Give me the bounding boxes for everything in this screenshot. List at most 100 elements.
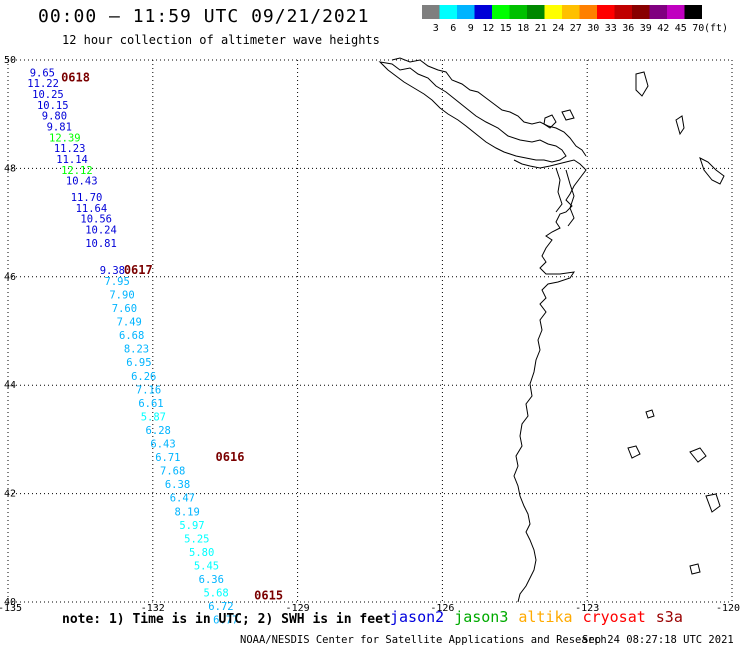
wave-height-value: 12.12 [61, 165, 93, 177]
wave-height-value: 12.39 [49, 132, 81, 144]
track-time-label: 0618 [61, 71, 90, 85]
wave-height-value: 8.19 [175, 506, 200, 518]
lat-tick-label: 46 [4, 272, 16, 283]
island-2 [561, 109, 575, 121]
legend-swatch [579, 5, 597, 19]
island-7 [627, 445, 641, 459]
satellite-name: cryosat [582, 608, 646, 626]
wave-height-value: 6.68 [119, 330, 144, 342]
satellite-legend: jason2 jason3 altika cryosat s3a [390, 608, 693, 626]
lat-tick-label: 44 [4, 380, 16, 391]
lon-tick-label: -132 [141, 603, 165, 614]
lat-tick-label: 40 [4, 597, 16, 608]
wave-height-value: 10.25 [32, 89, 64, 101]
coastline [378, 57, 725, 603]
wave-height-value: 10.81 [85, 238, 117, 250]
lon-tick-label: -120 [716, 603, 740, 614]
axis-tick-labels: 50 48 46 44 42 40-135 -132 -129 -126 -123 -120 [0, 55, 740, 614]
satellite-name: altika [518, 608, 573, 626]
legend-swatch [474, 5, 492, 19]
track-time-label: 0616 [216, 450, 245, 464]
map-subtitle: 12 hour collection of altimeter wave hei… [62, 33, 380, 47]
wave-height-value: 7.49 [117, 317, 142, 329]
legend-swatch [667, 5, 685, 19]
wave-height-value: 10.43 [66, 176, 98, 188]
legend-bin-label: 70 [692, 23, 704, 34]
track-time-labels: 0618 0617 0616 0615 [61, 71, 283, 603]
lat-lon-grid [7, 59, 733, 603]
wave-height-value: 6.28 [146, 425, 171, 437]
satellite-name: jason3 [454, 608, 509, 626]
legend-swatch [632, 5, 650, 19]
footer-note: note: 1) Time is in UTC; 2) SWH is in fe… [62, 612, 391, 627]
legend-bin-label: 36 [622, 23, 634, 34]
vancouver-island-coast [378, 61, 567, 163]
island-5 [699, 157, 725, 185]
wave-height-value: 6.47 [170, 493, 195, 505]
island-9 [705, 493, 721, 513]
legend-bin-label: 6 [450, 23, 456, 34]
wave-height-value: 6.95 [126, 357, 151, 369]
legend-bin-label: 9 [468, 23, 474, 34]
color-legend: 3 6 9 12 15 18 21 24 27 30 33 36 39 42 45 70 (ft) [422, 5, 728, 34]
wave-height-value: 5.25 [184, 533, 209, 545]
puget-sound [555, 167, 575, 227]
legend-swatch [509, 5, 527, 19]
track-time-label: 0617 [124, 263, 153, 277]
legend-swatch [527, 5, 545, 19]
wave-height-value: 7.68 [160, 466, 185, 478]
wave-height-value: 10.24 [85, 224, 117, 236]
wave-height-value: 5.97 [179, 520, 204, 532]
island-6 [645, 409, 655, 419]
map-title: 00:00 — 11:59 UTC 09/21/2021 [38, 6, 370, 27]
wave-height-value: 10.15 [37, 100, 69, 112]
legend-bin-label: 24 [552, 23, 564, 34]
lon-tick-label: -126 [430, 603, 454, 614]
legend-swatch [684, 5, 702, 19]
credit-text: NOAA/NESDIS Center for Satellite Applica… [240, 634, 607, 646]
wave-height-value: 7.90 [109, 289, 134, 301]
wave-height-value: 5.45 [194, 560, 219, 572]
legend-swatch [492, 5, 510, 19]
island-10 [689, 563, 701, 575]
legend-bin-label: 27 [570, 23, 582, 34]
legend-bin-label: 39 [640, 23, 652, 34]
wave-height-value: 5.80 [189, 547, 214, 559]
wave-height-value: 5.68 [203, 588, 228, 600]
satellite-name: s3a [655, 608, 683, 626]
island-3 [635, 71, 649, 97]
wave-height-value: 8.23 [124, 344, 149, 356]
wave-height-value: 11.64 [76, 203, 108, 215]
timestamp: Sep 24 08:27:18 UTC 2021 [582, 634, 734, 646]
wave-height-value: 11.22 [27, 78, 59, 90]
wave-height-value: 11.14 [56, 154, 88, 166]
wave-height-value: 9.81 [47, 121, 72, 133]
legend-bin-label: 42 [657, 23, 669, 34]
island-4 [675, 115, 685, 136]
wave-height-value: 6.72 [208, 601, 233, 613]
legend-swatch [422, 5, 440, 19]
bc-mainland-coast [391, 57, 587, 157]
wave-height-value: 11.23 [54, 143, 86, 155]
wave-height-value: 6.26 [131, 371, 156, 383]
legend-bin-label: 12 [482, 23, 494, 34]
lon-tick-label: -135 [0, 603, 22, 614]
wave-height-value: 9.80 [42, 111, 67, 123]
legend-bin-label: 33 [605, 23, 617, 34]
legend-swatch [562, 5, 580, 19]
us-west-coast [513, 159, 587, 603]
legend-swatch [649, 5, 667, 19]
legend-bin-label: 45 [675, 23, 687, 34]
wave-height-value: 7.95 [105, 276, 130, 288]
wave-height-value: 6.77 [213, 615, 238, 627]
wave-height-value: 6.61 [138, 398, 163, 410]
wave-height-value: 10.56 [80, 214, 112, 226]
wave-height-value: 7.16 [136, 384, 161, 396]
wave-height-value: 6.36 [199, 574, 224, 586]
legend-swatch [597, 5, 615, 19]
lat-tick-label: 48 [4, 163, 16, 174]
lon-tick-label: -123 [575, 603, 599, 614]
legend-bin-label: 21 [535, 23, 547, 34]
wave-height-value: 7.60 [112, 303, 137, 315]
